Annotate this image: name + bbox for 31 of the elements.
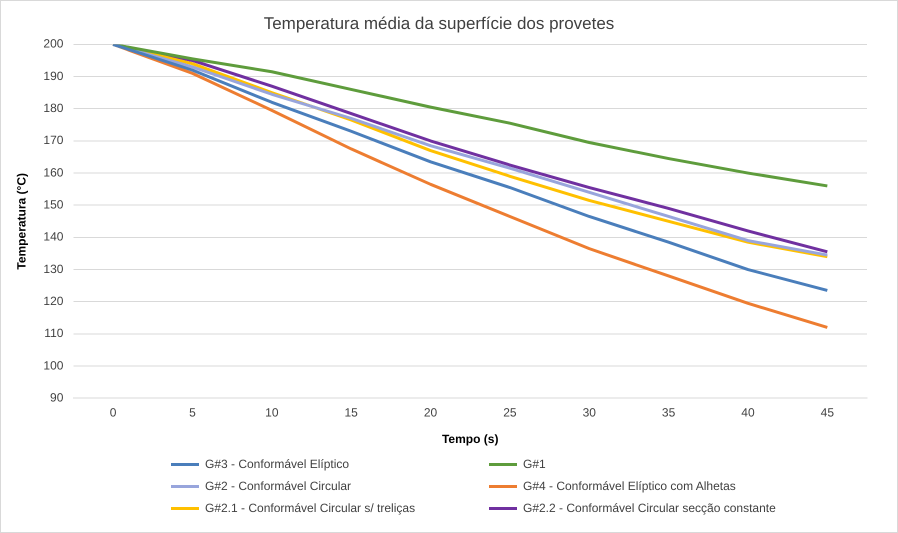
- legend-label: G#1: [523, 457, 546, 471]
- x-tick-label: 25: [503, 406, 517, 420]
- y-tick-label: 140: [43, 230, 64, 244]
- y-tick-label: 150: [43, 198, 64, 212]
- x-tick-label: 30: [582, 406, 596, 420]
- y-tick-label: 90: [50, 390, 64, 405]
- x-tick-label: 0: [110, 406, 117, 420]
- y-tick-label: 110: [44, 326, 64, 340]
- x-tick-label: 10: [265, 406, 279, 420]
- y-tick-label: 130: [43, 262, 64, 276]
- x-tick-label: 40: [741, 406, 755, 420]
- x-tick-label: 15: [344, 406, 358, 420]
- x-axis-title: Tempo (s): [442, 432, 498, 446]
- x-tick-label: 45: [820, 406, 834, 420]
- legend-label: G#2.2 - Conformável Circular secção constante: [523, 501, 776, 515]
- y-tick-label: 160: [43, 165, 64, 180]
- x-tick-label: 35: [662, 406, 676, 420]
- y-tick-label: 200: [43, 36, 64, 51]
- chart-title: Temperatura média da superfície dos provetes: [264, 14, 614, 33]
- legend-label: G#4 - Conformável Elíptico com Alhetas: [523, 479, 736, 493]
- y-tick-label: 170: [43, 133, 64, 148]
- y-tick-label: 120: [43, 294, 64, 308]
- x-tick-label: 20: [424, 406, 438, 420]
- legend-label: G#3 - Conformável Elíptico: [205, 457, 350, 471]
- y-tick-label: 190: [43, 68, 64, 83]
- legend-label: G#2 - Conformável Circular: [205, 479, 352, 493]
- y-axis-title: Temperatura (°C): [14, 173, 29, 270]
- legend-label: G#2.1 - Conformável Circular s/ treliças: [205, 501, 416, 515]
- y-tick-label: 180: [43, 101, 64, 116]
- x-tick-label: 5: [189, 406, 196, 420]
- y-tick-label: 100: [43, 358, 64, 372]
